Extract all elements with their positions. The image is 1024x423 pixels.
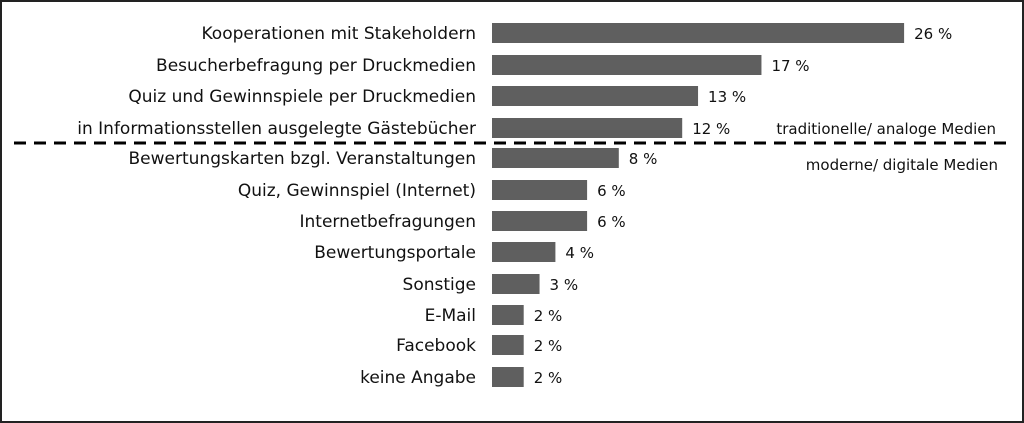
category-label: in Informationsstellen ausgelegte Gästeb… bbox=[77, 119, 476, 139]
bar bbox=[492, 211, 588, 231]
group-label-digital: moderne/ digitale Medien bbox=[806, 156, 998, 174]
bar bbox=[492, 55, 762, 75]
bars-layer: Kooperationen mit Stakeholdern 26 % Besuch… bbox=[77, 23, 952, 388]
category-label: Besucherbefragung per Druckmedien bbox=[156, 56, 476, 76]
value-label: 12 % bbox=[692, 120, 730, 138]
category-label: Bewertungsportale bbox=[314, 243, 476, 263]
value-label: 8 % bbox=[629, 150, 658, 168]
value-label: 3 % bbox=[550, 276, 579, 294]
category-label: E-Mail bbox=[425, 306, 476, 326]
category-label: Sonstige bbox=[403, 275, 476, 295]
value-label: 26 % bbox=[914, 25, 952, 43]
category-label: Quiz, Gewinnspiel (Internet) bbox=[238, 181, 476, 201]
category-label: Kooperationen mit Stakeholdern bbox=[202, 24, 477, 44]
value-label: 13 % bbox=[708, 88, 746, 106]
bar bbox=[492, 367, 524, 387]
value-label: 17 % bbox=[771, 57, 809, 75]
bar bbox=[492, 305, 524, 325]
value-label: 2 % bbox=[534, 369, 563, 387]
bar bbox=[492, 148, 619, 168]
value-label: 2 % bbox=[534, 307, 563, 325]
bar bbox=[492, 335, 524, 355]
bar bbox=[492, 23, 905, 43]
value-label: 6 % bbox=[597, 182, 626, 200]
bar bbox=[492, 274, 540, 294]
group-label-traditional: traditionelle/ analoge Medien bbox=[776, 120, 996, 138]
bar bbox=[492, 180, 588, 200]
bar bbox=[492, 242, 556, 262]
category-label: Internetbefragungen bbox=[299, 212, 476, 232]
category-label: Quiz und Gewinnspiele per Druckmedien bbox=[128, 87, 476, 107]
value-label: 4 % bbox=[565, 244, 594, 262]
bar bbox=[492, 118, 683, 138]
value-label: 6 % bbox=[597, 213, 626, 231]
bar bbox=[492, 86, 699, 106]
category-label: keine Angabe bbox=[360, 368, 476, 388]
category-label: Facebook bbox=[396, 336, 476, 356]
category-label: Bewertungskarten bzgl. Veranstaltungen bbox=[129, 149, 476, 169]
value-label: 2 % bbox=[534, 337, 563, 355]
